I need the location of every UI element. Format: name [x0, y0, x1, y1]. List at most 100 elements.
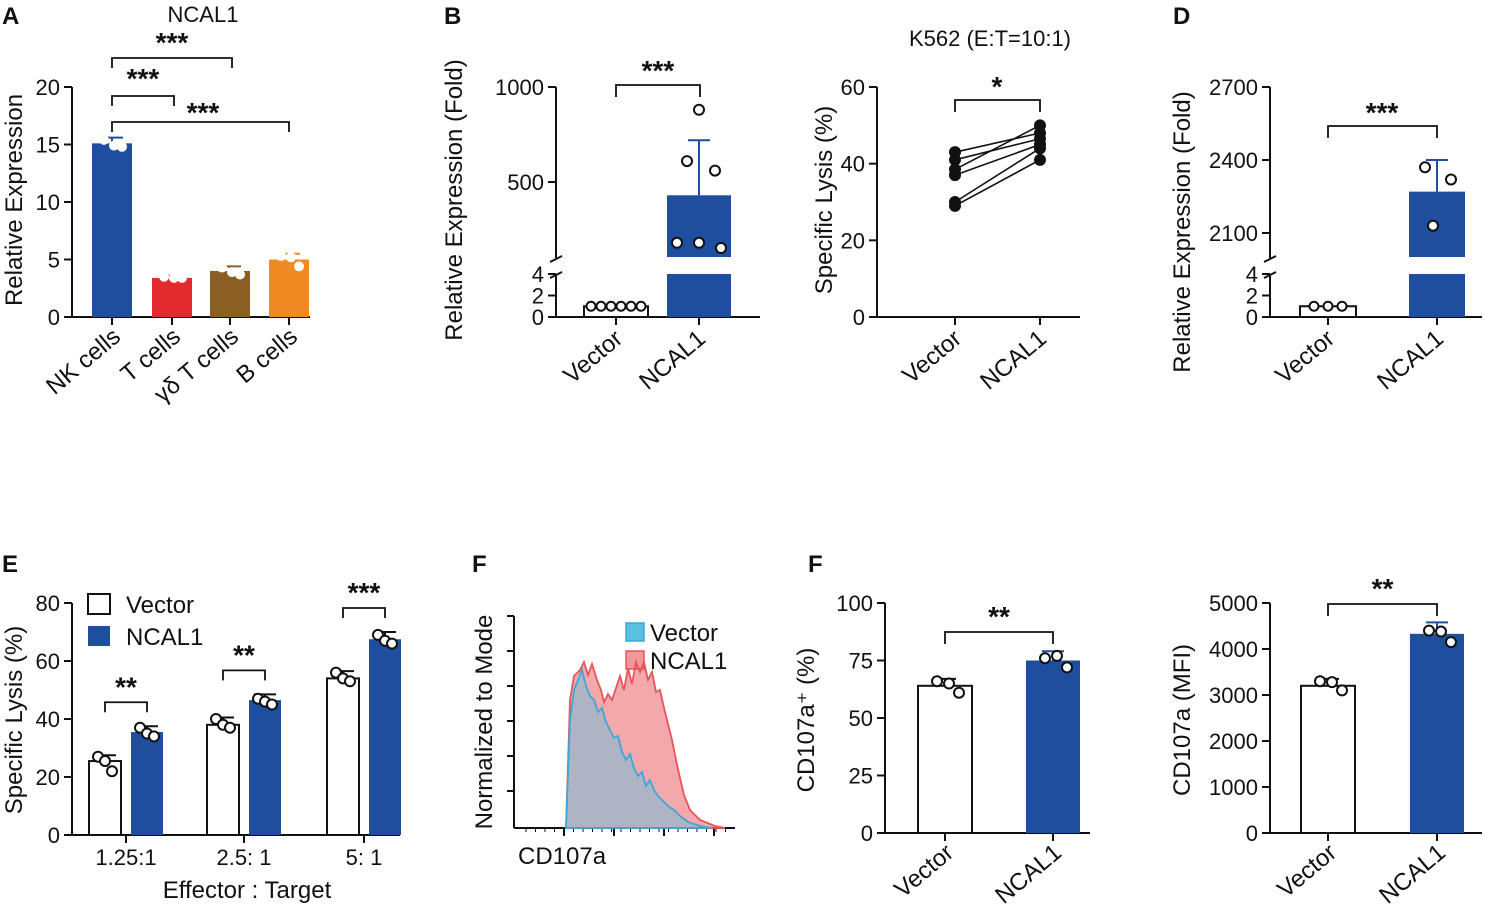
panel-b2-bracket: [954, 99, 1041, 112]
panel-a-point: [99, 134, 109, 145]
panel-f1-bar: [1026, 660, 1080, 833]
panel-b2-pair-line: [954, 132, 1041, 153]
panel-d-sig: **: [233, 639, 255, 670]
panel-b2-point-vector: [949, 169, 961, 182]
panel-f1-point: [943, 677, 955, 690]
panel-d-bar-ncal1: [131, 732, 163, 835]
panel-f2-x-tick-label: Vector: [1272, 839, 1341, 903]
panel-f2-point: [1326, 676, 1338, 689]
panel-a-y-tick-label: 5: [48, 248, 60, 273]
panel-f1-sig: **: [988, 601, 1010, 632]
panel-c-y-tick-label: 2400: [1209, 148, 1258, 173]
panel-a-y-tick-label: 10: [36, 190, 60, 215]
panel-c-bracket: [1327, 125, 1438, 138]
panel-label-D: D: [1173, 3, 1190, 30]
panel-a-point: [217, 262, 227, 273]
panel-f1-point: [1061, 661, 1073, 674]
panel-f2-y-tick-label: 2000: [1209, 729, 1258, 754]
panel-a-x-tick-label: B cells: [231, 323, 303, 389]
panel-e-legend-swatch-ncal1: [625, 650, 645, 670]
panel-f1-y-tick-label: 50: [849, 706, 873, 731]
panel-b2-x-tick-label: Vector: [897, 325, 966, 389]
panel-b2-point-ncal1: [1034, 119, 1046, 132]
panel-b1-y-label: Relative Expression (Fold): [441, 59, 468, 340]
panel-a-bracket-1: [111, 57, 233, 68]
panel-b1-bar: [667, 274, 731, 317]
panel-a-y-tick-label: 20: [36, 75, 60, 100]
panel-b2-y-tick-label: 40: [841, 152, 865, 177]
panel-a-bracket-2: [111, 95, 175, 106]
panel-d-bar-ncal1: [369, 639, 401, 835]
panel-a-point: [276, 251, 286, 262]
panel-d-legend-swatch-ncal1: [88, 626, 110, 646]
panel-d-point: [266, 698, 278, 711]
panel-b1-point: [671, 236, 683, 249]
panel-b1-x-tick-label: Vector: [558, 325, 627, 389]
panel-f1-point: [1051, 649, 1063, 662]
panel-c-axis-break: [1263, 255, 1277, 263]
panel-c-x-tick-label: Vector: [1270, 325, 1339, 389]
panel-b1-y-tick-label: 0: [532, 305, 544, 330]
panel-f2-y-tick-label: 0: [1246, 821, 1258, 846]
panel-f1-point: [931, 675, 943, 688]
panel-f2-point: [1435, 625, 1447, 638]
panel-f1-y-tick-label: 75: [849, 649, 873, 674]
panel-b1-y-tick-label: 500: [507, 170, 544, 195]
panel-a-title: NCAL1: [168, 2, 239, 27]
panel-b2-point-vector: [949, 199, 961, 212]
panel-label-F: F: [472, 551, 487, 578]
panel-d-point: [344, 675, 356, 688]
panel-b1-point: [635, 300, 647, 312]
panel-e-x-label: CD107a: [518, 843, 607, 870]
panel-d-point: [106, 765, 118, 778]
panel-b2-pair-line: [954, 159, 1041, 207]
panel-f2-bracket: [1327, 603, 1438, 616]
panel-d-x-tick-label: 1.25:1: [95, 845, 156, 870]
panel-b2-y-tick-label: 20: [841, 228, 865, 253]
panel-a-sig: ***: [127, 63, 160, 94]
panel-b1-axis-break: [549, 255, 563, 263]
panel-a-point: [169, 272, 179, 283]
panel-d-bar-vector: [206, 723, 240, 836]
panel-c-point: [1445, 173, 1457, 186]
panel-a-bar: [210, 271, 250, 317]
panel-b1-point: [715, 242, 727, 254]
panel-b1-bracket: [615, 84, 701, 97]
panel-d-point: [224, 721, 236, 734]
panel-b2-point-ncal1: [1034, 142, 1046, 155]
panel-b2-title: K562 (E:T=10:1): [909, 26, 1071, 51]
panel-f2-y-tick-label: 4000: [1209, 637, 1258, 662]
panel-a-point: [177, 272, 187, 283]
panel-d-y-tick-label: 0: [48, 823, 60, 848]
panel-f1-y-label: CD107a⁺ (%): [793, 648, 820, 793]
panel-f1-y-tick-label: 0: [861, 821, 873, 846]
panel-b1-y-tick-label: 2: [532, 284, 544, 309]
panel-e-legend-label: NCAL1: [650, 648, 727, 675]
panel-d-bar-vector: [326, 677, 360, 837]
panel-a-point: [227, 267, 237, 278]
panel-d-y-tick-label: 80: [36, 591, 60, 616]
panel-b1-point: [585, 300, 597, 312]
panel-c-point: [1419, 161, 1431, 174]
panel-b2-pair-line: [954, 137, 1041, 161]
panel-b2-y-label: Specific Lysis (%): [811, 106, 838, 294]
panel-e-y-label: Normalized to Mode: [471, 615, 498, 830]
panel-d-bracket: [222, 669, 266, 681]
panel-a-point: [117, 141, 127, 152]
panel-c-y-label: Relative Expression (Fold): [1169, 91, 1196, 372]
panel-f1-x-tick-label: NCAL1: [990, 839, 1067, 909]
panel-b1-point: [595, 300, 607, 312]
panel-d-sig: ***: [348, 577, 381, 608]
panel-d-point: [99, 755, 111, 768]
panel-f2-y-tick-label: 5000: [1209, 591, 1258, 616]
panel-label-B: B: [444, 3, 461, 30]
panel-c-point: [1308, 300, 1320, 312]
panel-b1-point: [615, 300, 627, 312]
panel-d-y-tick-label: 60: [36, 649, 60, 674]
panel-c-point: [1322, 300, 1334, 312]
panel-f2-y-tick-label: 1000: [1209, 775, 1258, 800]
panel-b1-point: [709, 164, 721, 177]
panel-d-x-label: Effector : Target: [163, 877, 332, 904]
panel-a-point: [294, 261, 304, 272]
